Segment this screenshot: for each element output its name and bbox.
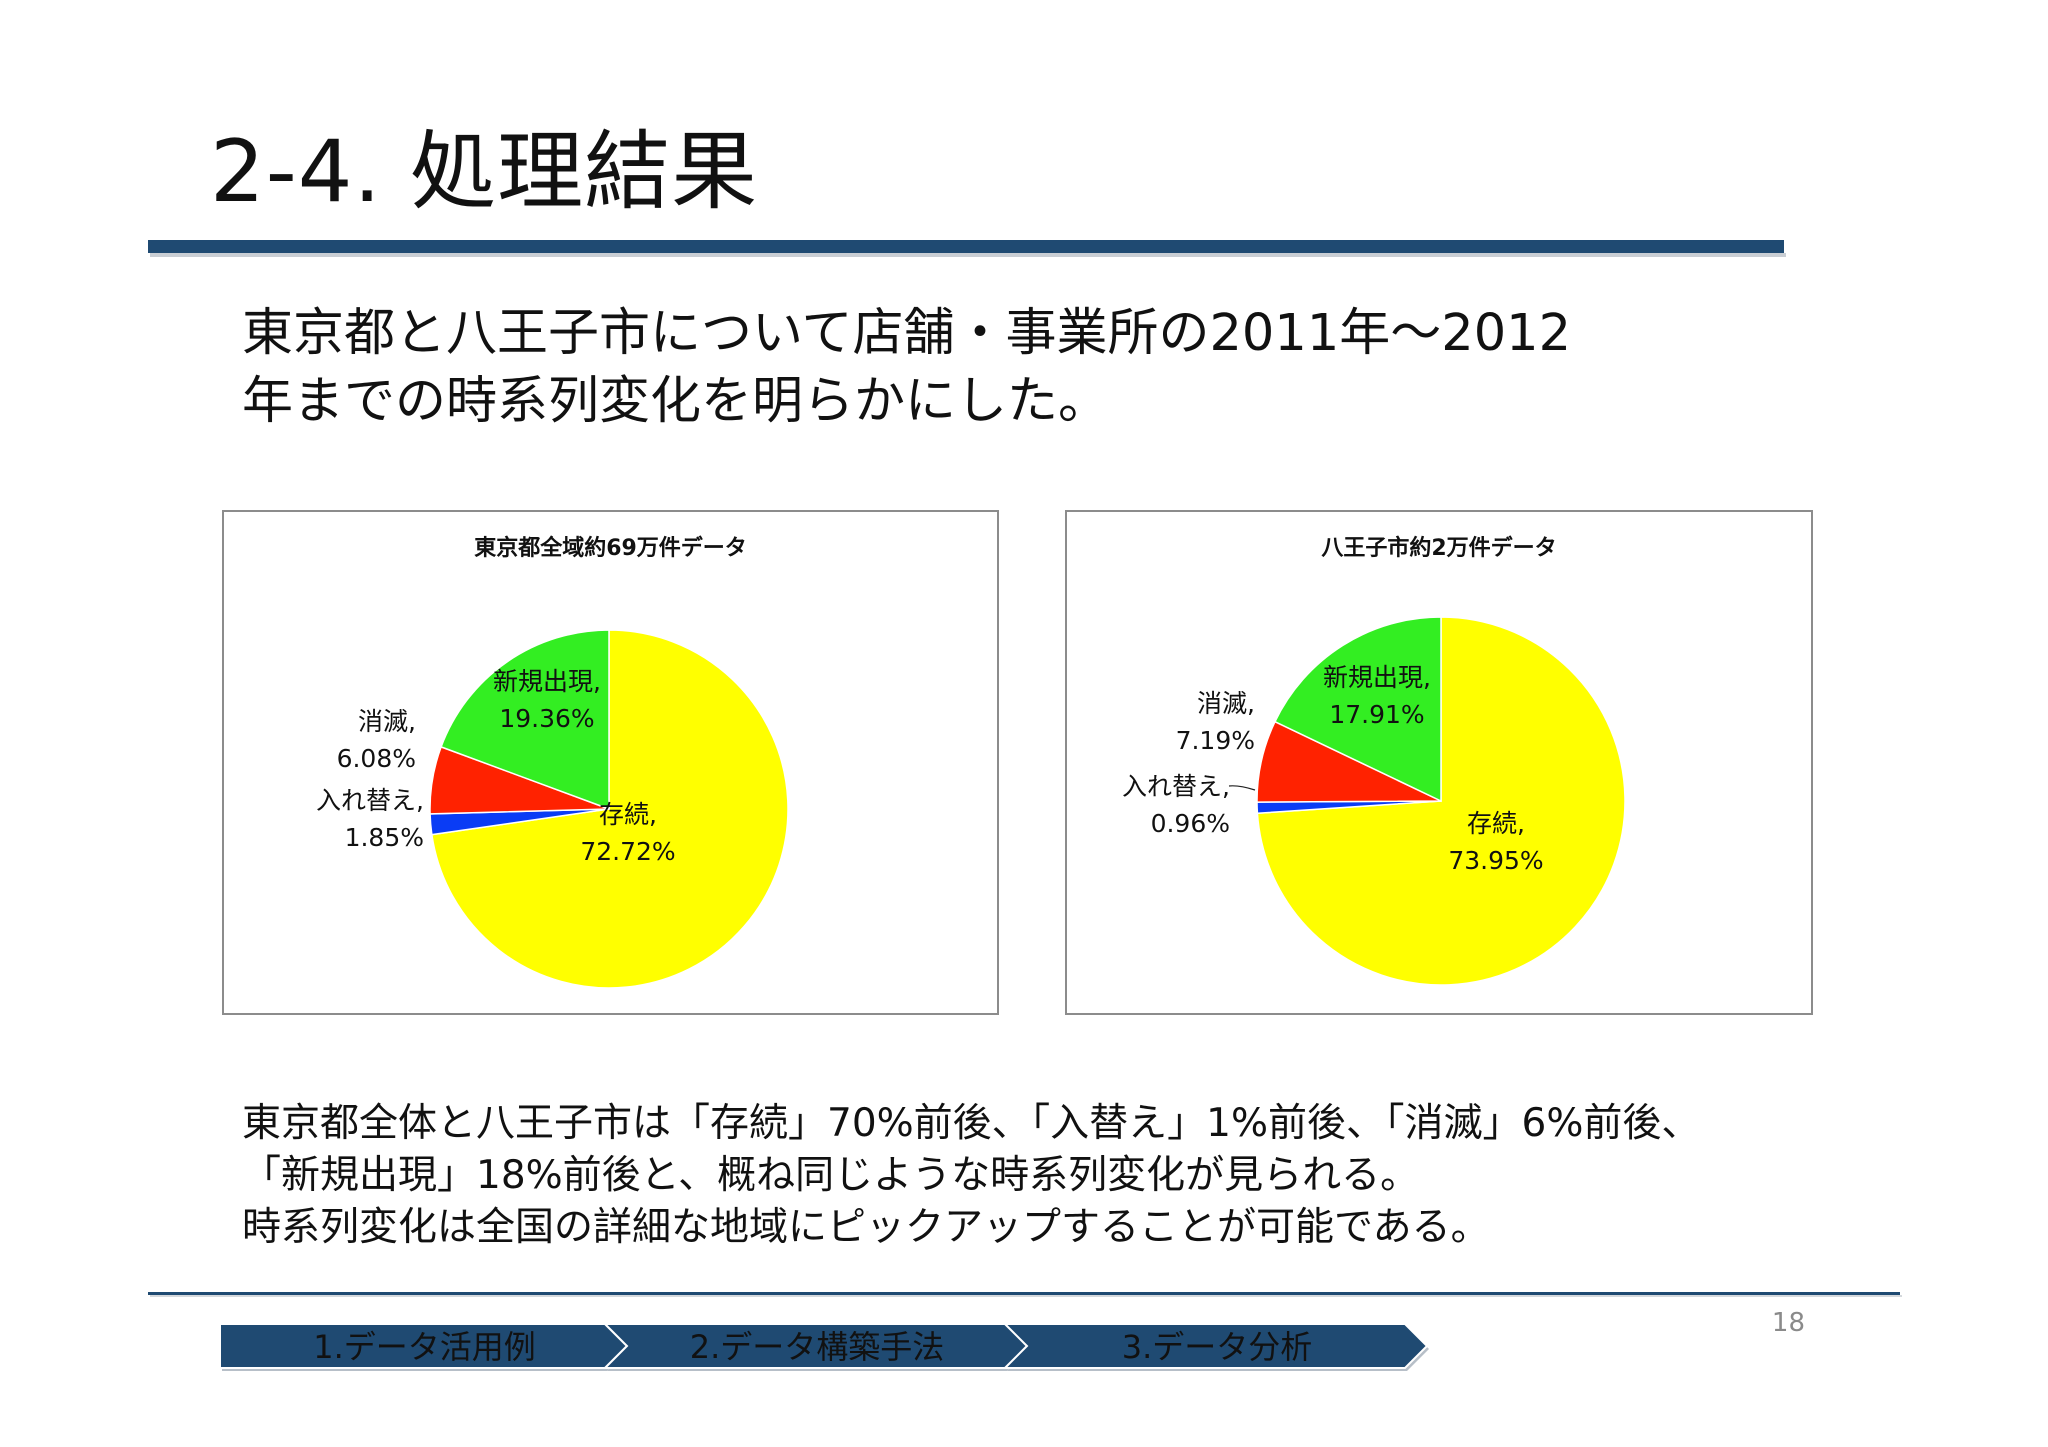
nav-tab-label-1: 1.データ活用例 bbox=[313, 1328, 536, 1366]
page-number: 18 bbox=[1771, 1308, 1805, 1338]
slice-label-3: 新規出現, 19.36% bbox=[493, 667, 601, 733]
slice-label-2: 消滅, 6.08% bbox=[337, 707, 416, 773]
chart-title: 東京都全域約69万件データ bbox=[474, 535, 747, 561]
footer-rule bbox=[148, 1292, 1900, 1295]
intro-line-2: 年までの時系列変化を明らかにした。 bbox=[242, 372, 1110, 431]
nav-tab-label-2: 2.データ構築手法 bbox=[690, 1328, 945, 1366]
pie-slice-3 bbox=[440, 629, 610, 811]
leader-line-0 bbox=[1228, 785, 1256, 791]
slide-title: 2-4. 処理結果 bbox=[210, 122, 759, 222]
nav-tab-label-3: 3.データ分析 bbox=[1122, 1328, 1313, 1366]
summary-text: 東京都全体と八王子市は「存続」70%前後、「入替え」1%前後、「消滅」6%前後、… bbox=[242, 1098, 1942, 1254]
nav-tab-3[interactable] bbox=[1002, 1323, 1429, 1369]
slice-label-1: 入れ替え, 1.85% bbox=[316, 786, 424, 852]
title-underline-shadow bbox=[150, 253, 1786, 257]
slice-label-0: 存続, 72.72% bbox=[580, 800, 675, 866]
section-nav-svg: 1.データ活用例 2.データ構築手法 3.データ分析 bbox=[220, 1323, 1429, 1371]
slice-label-0: 存続, 73.95% bbox=[1448, 809, 1543, 875]
summary-line-3: 時系列変化は全国の詳細な地域にピックアップすることが可能である。 bbox=[242, 1205, 1490, 1250]
slice-label-3: 新規出現, 17.91% bbox=[1323, 663, 1431, 729]
summary-line-2: 「新規出現」18%前後と、概ね同じような時系列変化が見られる。 bbox=[242, 1153, 1420, 1198]
pie-slice-3 bbox=[1273, 616, 1442, 803]
intro-line-1: 東京都と八王子市について店舗・事業所の2011年～2012 bbox=[242, 304, 1572, 363]
slice-label-1: 入れ替え, 0.96% bbox=[1122, 772, 1230, 838]
title-underline bbox=[148, 240, 1784, 253]
slice-label-2: 消滅, 7.19% bbox=[1176, 689, 1255, 755]
pie-chart-hachioji: 八王子市約2万件データ存続, 73.95% 入れ替え, 0.96% 消滅, 7.19% 新規… bbox=[1065, 510, 1813, 1015]
footer-rule-shadow bbox=[150, 1295, 1902, 1297]
section-nav: 1.データ活用例 2.データ構築手法 3.データ分析 bbox=[220, 1318, 1430, 1376]
pie-slice-0 bbox=[430, 629, 789, 989]
summary-line-1: 東京都全体と八王子市は「存続」70%前後、「入替え」1%前後、「消滅」6%前後、 bbox=[242, 1101, 1701, 1146]
chart-title: 八王子市約2万件データ bbox=[1321, 535, 1556, 561]
intro-text: 東京都と八王子市について店舗・事業所の2011年～2012 年までの時系列変化を… bbox=[242, 300, 1742, 436]
pie-chart-tokyo: 東京都全域約69万件データ存続, 72.72% 入れ替え, 1.85% 消滅, 6.08%… bbox=[222, 510, 999, 1015]
